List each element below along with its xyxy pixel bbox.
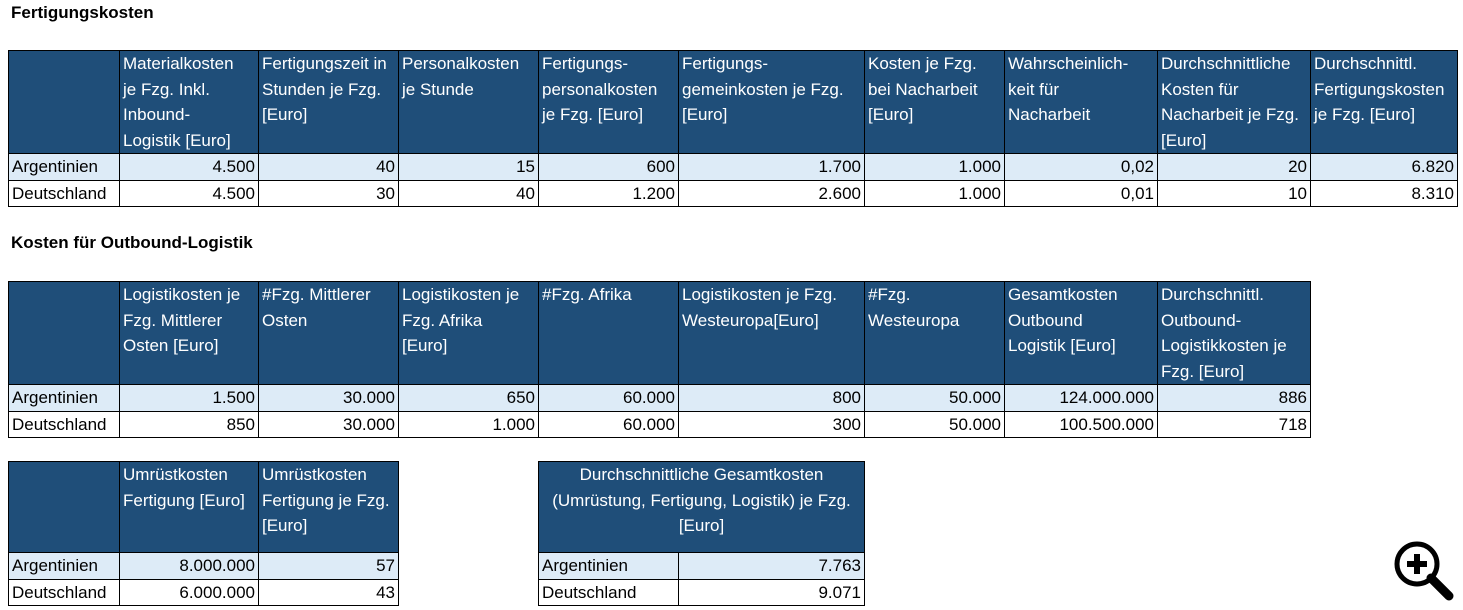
row-label: Argentinien xyxy=(538,552,679,580)
production-section-title: Fertigungskosten xyxy=(11,3,154,22)
table-cell: 1.500 xyxy=(119,384,259,412)
table-cell: 40 xyxy=(258,153,399,181)
header-cell: Durchschnittliche Gesamtkosten (Umrüstun… xyxy=(538,461,865,553)
row-label: Argentinien xyxy=(8,552,120,580)
table-cell: 718 xyxy=(1157,410,1311,438)
header-cell: Fertigungszeit in Stunden je Fzg. [Euro] xyxy=(258,50,399,154)
header-cell: Durchschnittl. Fertigungskosten je Fzg. … xyxy=(1310,50,1458,154)
header-cell: Kosten je Fzg. bei Nacharbeit [Euro] xyxy=(864,50,1005,154)
header-cell: Fertigungs- gemeinkosten je Fzg. [Euro] xyxy=(678,50,865,154)
table-cell: 57 xyxy=(258,552,399,580)
table-row: Argentinien 1.500 30.000 650 60.000 800 … xyxy=(8,384,1311,412)
table-cell: 10 xyxy=(1157,179,1311,207)
table-cell: 60.000 xyxy=(538,410,679,438)
table-cell: 30.000 xyxy=(258,410,399,438)
table-cell: 8.000.000 xyxy=(119,552,259,580)
header-cell: Logistikosten je Fzg. Afrika [Euro] xyxy=(398,281,539,385)
header-cell: Fertigungs- personalkosten je Fzg. [Euro… xyxy=(538,50,679,154)
row-label: Deutschland xyxy=(8,410,120,438)
header-cell xyxy=(8,281,120,385)
outbound-section-title: Kosten für Outbound-Logistik xyxy=(11,233,253,252)
header-cell: #Fzg. Westeuropa xyxy=(864,281,1005,385)
table-cell: 30.000 xyxy=(258,384,399,412)
header-cell: Personalkosten je Stunde xyxy=(398,50,539,154)
table-cell: 2.600 xyxy=(678,179,865,207)
row-label: Deutschland xyxy=(8,578,120,606)
header-cell: Logistikosten je Fzg. Westeuropa[Euro] xyxy=(678,281,865,385)
row-label: Deutschland xyxy=(538,578,679,606)
table-cell: 6.000.000 xyxy=(119,578,259,606)
table-cell: 6.820 xyxy=(1310,153,1458,181)
header-cell: Umrüstkosten Fertigung je Fzg. [Euro] xyxy=(258,461,399,553)
table-cell: 15 xyxy=(398,153,539,181)
table-cell: 886 xyxy=(1157,384,1311,412)
table-cell: 50.000 xyxy=(864,384,1005,412)
table-cell: 20 xyxy=(1157,153,1311,181)
table-row: Deutschland 850 30.000 1.000 60.000 300 … xyxy=(8,410,1311,438)
header-cell: Gesamtkosten Outbound Logistik [Euro] xyxy=(1004,281,1158,385)
table-row: Argentinien 4.500 40 15 600 1.700 1.000 … xyxy=(8,153,1458,181)
total-cost-table: Durchschnittliche Gesamtkosten (Umrüstun… xyxy=(538,461,865,606)
table-row: Argentinien 7.763 xyxy=(538,552,865,580)
table-cell: 50.000 xyxy=(864,410,1005,438)
header-cell: Umrüstkosten Fertigung [Euro] xyxy=(119,461,259,553)
table-cell: 100.500.000 xyxy=(1004,410,1158,438)
table-cell: 850 xyxy=(119,410,259,438)
table-cell: 4.500 xyxy=(119,179,259,207)
table-cell: 7.763 xyxy=(678,552,865,580)
table-cell: 0,01 xyxy=(1004,179,1158,207)
header-cell: Durchschnittl. Outbound- Logistikkosten … xyxy=(1157,281,1311,385)
row-label: Deutschland xyxy=(8,179,120,207)
zoom-button[interactable] xyxy=(1391,538,1455,602)
table-cell: 600 xyxy=(538,153,679,181)
table-cell: 800 xyxy=(678,384,865,412)
table-cell: 1.000 xyxy=(864,179,1005,207)
table-cell: 43 xyxy=(258,578,399,606)
conversion-cost-table: Umrüstkosten Fertigung [Euro] Umrüstkost… xyxy=(8,461,399,606)
table-cell: 1.000 xyxy=(864,153,1005,181)
table-cell: 1.200 xyxy=(538,179,679,207)
table-row: Deutschland 6.000.000 43 xyxy=(8,578,399,606)
table-row: Argentinien 8.000.000 57 xyxy=(8,552,399,580)
header-cell: Wahrscheinlich- keit für Nacharbeit xyxy=(1004,50,1158,154)
table-row: Deutschland 4.500 30 40 1.200 2.600 1.00… xyxy=(8,179,1458,207)
header-cell xyxy=(8,50,120,154)
header-cell: #Fzg. Mittlerer Osten xyxy=(258,281,399,385)
zoom-in-icon xyxy=(1394,541,1454,601)
table-row: Deutschland 9.071 xyxy=(538,578,865,606)
table-cell: 9.071 xyxy=(678,578,865,606)
table-cell: 30 xyxy=(258,179,399,207)
header-cell: Materialkosten je Fzg. Inkl. Inbound- Lo… xyxy=(119,50,259,154)
table-cell: 4.500 xyxy=(119,153,259,181)
header-cell: #Fzg. Afrika xyxy=(538,281,679,385)
table-cell: 40 xyxy=(398,179,539,207)
outbound-logistics-table: Logistikosten je Fzg. Mittlerer Osten [E… xyxy=(8,281,1311,438)
row-label: Argentinien xyxy=(8,384,120,412)
header-cell: Logistikosten je Fzg. Mittlerer Osten [E… xyxy=(119,281,259,385)
table-cell: 8.310 xyxy=(1310,179,1458,207)
table-cell: 60.000 xyxy=(538,384,679,412)
table-cell: 0,02 xyxy=(1004,153,1158,181)
table-cell: 300 xyxy=(678,410,865,438)
table-cell: 650 xyxy=(398,384,539,412)
table-cell: 1.700 xyxy=(678,153,865,181)
header-cell xyxy=(8,461,120,553)
table-cell: 1.000 xyxy=(398,410,539,438)
row-label: Argentinien xyxy=(8,153,120,181)
header-cell: Durchschnittliche Kosten für Nacharbeit … xyxy=(1157,50,1311,154)
table-cell: 124.000.000 xyxy=(1004,384,1158,412)
production-cost-table: Materialkosten je Fzg. Inkl. Inbound- Lo… xyxy=(8,50,1458,207)
